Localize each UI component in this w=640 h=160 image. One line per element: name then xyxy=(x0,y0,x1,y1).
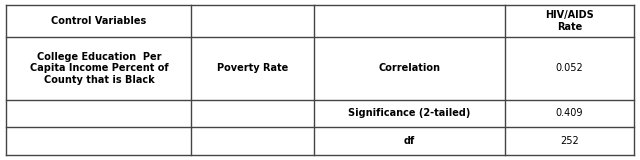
Text: Correlation: Correlation xyxy=(378,63,440,73)
Text: df: df xyxy=(404,136,415,146)
Text: Control Variables: Control Variables xyxy=(51,16,147,26)
Text: Significance (2-tailed): Significance (2-tailed) xyxy=(348,108,470,118)
Text: 0.052: 0.052 xyxy=(556,63,583,73)
Text: 252: 252 xyxy=(560,136,579,146)
Text: College Education  Per
Capita Income Percent of
County that is Black: College Education Per Capita Income Perc… xyxy=(29,52,168,85)
Text: Poverty Rate: Poverty Rate xyxy=(217,63,288,73)
Text: 0.409: 0.409 xyxy=(556,108,583,118)
Text: HIV/AIDS
Rate: HIV/AIDS Rate xyxy=(545,10,594,32)
